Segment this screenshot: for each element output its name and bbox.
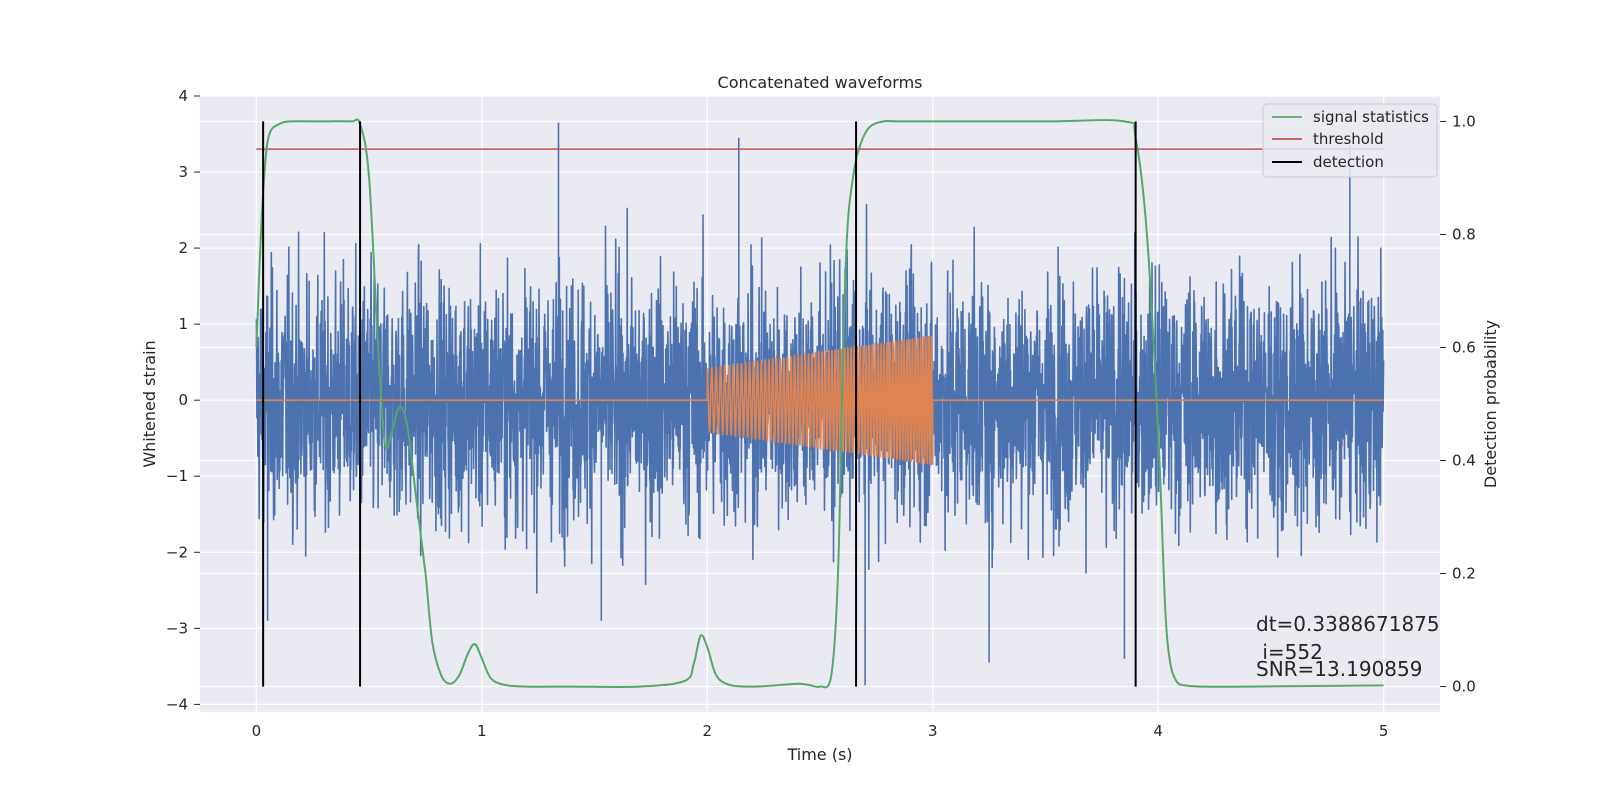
chirp-waveform-series xyxy=(256,335,1384,468)
chart-title: Concatenated waveforms xyxy=(718,73,923,92)
x-axis-label: Time (s) xyxy=(786,745,852,764)
x-tick-label: 1 xyxy=(477,722,487,740)
y2-tick-label: 0.8 xyxy=(1452,225,1476,243)
y-tick-label: −4 xyxy=(166,695,188,713)
y-tick-label: 4 xyxy=(178,87,188,105)
y-axis-label: Whitened strain xyxy=(140,340,159,467)
y2-tick-label: 0.4 xyxy=(1452,452,1476,470)
x-tick-label: 0 xyxy=(252,722,262,740)
strain-noise-series xyxy=(255,122,1385,686)
legend-label-detection: detection xyxy=(1313,153,1384,171)
detection-lines xyxy=(262,121,1137,687)
tick-labels: 0 1 2 3 4 5 −4 −3 −2 −1 0 1 2 3 4 0.0 0.2 0.4 0.6 0.8 1.0 xyxy=(166,87,1476,740)
y-tick-label: 1 xyxy=(178,315,188,333)
y-tick-label: −3 xyxy=(166,619,188,637)
annotation-index: i=552 xyxy=(1256,640,1323,664)
strain-noise-line xyxy=(255,122,1385,686)
x-tick-label: 3 xyxy=(928,722,938,740)
y2-tick-label: 0.0 xyxy=(1452,678,1476,696)
legend: signal statistics threshold detection xyxy=(1262,103,1438,178)
y-tick-label: −2 xyxy=(166,543,188,561)
y2-axis-label: Detection probability xyxy=(1481,320,1500,488)
chirp-waveform-line xyxy=(256,335,1384,468)
legend-label-threshold: threshold xyxy=(1313,130,1384,148)
x-tick-label: 4 xyxy=(1153,722,1163,740)
y-tick-label: −1 xyxy=(166,467,188,485)
x-tick-label: 5 xyxy=(1379,722,1389,740)
y-tick-label: 3 xyxy=(178,163,188,181)
annotation-dt: dt=0.3388671875 xyxy=(1256,612,1440,636)
y-tick-label: 2 xyxy=(178,239,188,257)
annotation-snr: SNR=13.190859 xyxy=(1256,657,1422,681)
x-tick-label: 2 xyxy=(702,722,712,740)
y-tick-label: 0 xyxy=(178,391,188,409)
legend-label-signal-statistics: signal statistics xyxy=(1313,108,1429,126)
y2-tick-label: 1.0 xyxy=(1452,112,1476,130)
legend-box xyxy=(1262,103,1438,178)
y2-tick-label: 0.6 xyxy=(1452,338,1476,356)
y2-tick-label: 0.2 xyxy=(1452,565,1476,583)
